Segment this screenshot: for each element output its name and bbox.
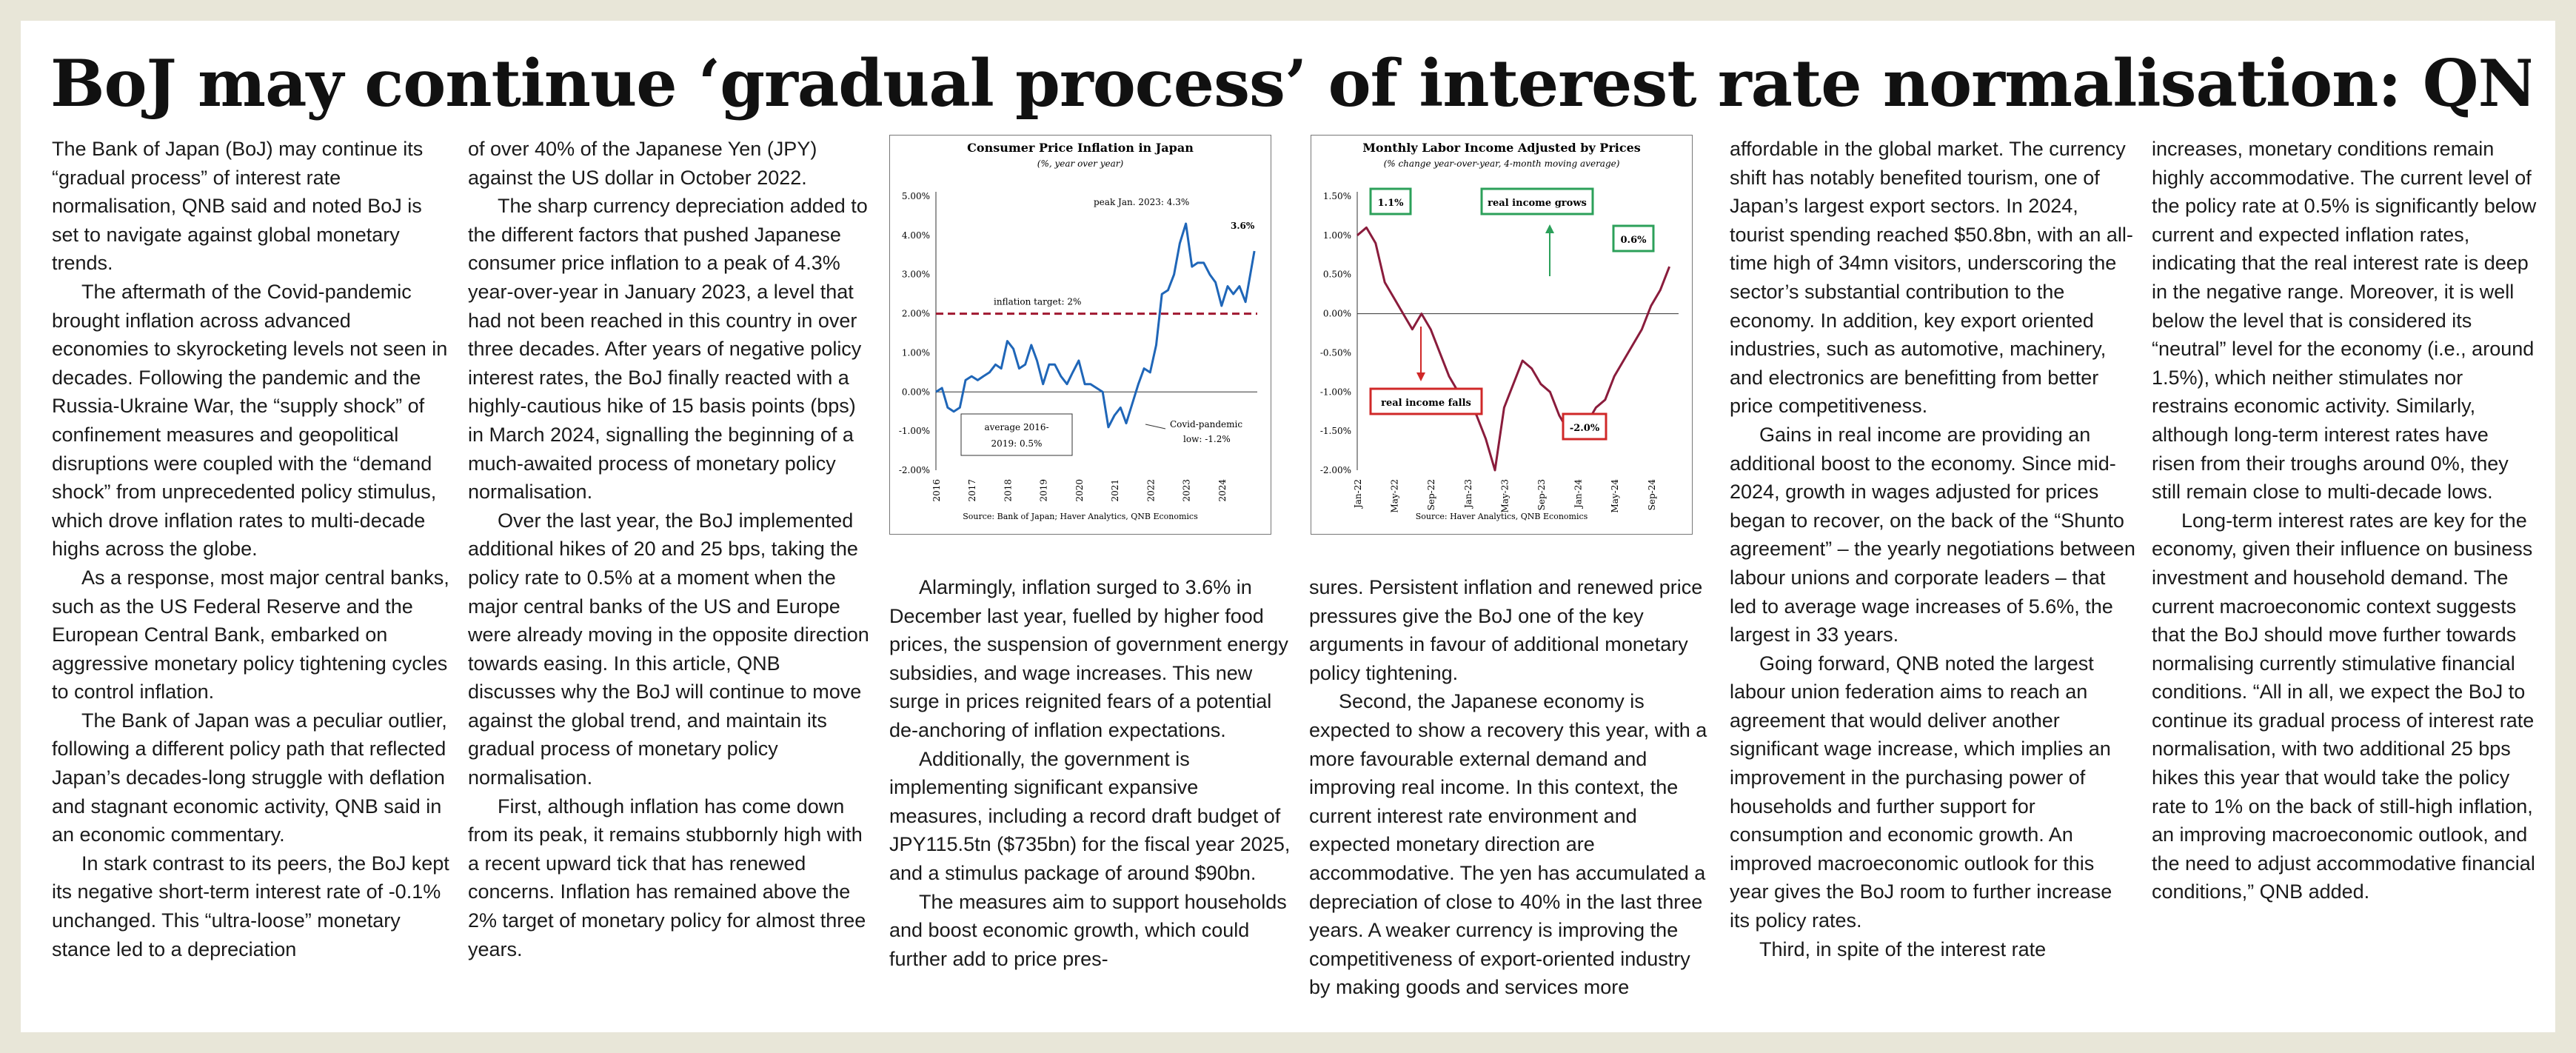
grows-arrow-head: [1545, 224, 1554, 233]
covid-label: Covid-pandemic: [1170, 419, 1242, 429]
series-line: [1356, 226, 1670, 472]
paragraph: sures. Persistent inflation and renewed …: [1309, 576, 1703, 684]
newspaper-page: BoJ may continue ‘gradual process’ of in…: [21, 21, 2555, 1032]
chart-source: Source: Haver Analytics, QNB Economics: [1416, 512, 1588, 521]
x-tick-label: 2021: [1110, 479, 1120, 502]
paragraph: As a response, most major central banks,…: [52, 566, 449, 703]
real-income-falls-label: real income falls: [1381, 398, 1471, 409]
covid-arrow: [1145, 424, 1166, 429]
labor-income-chart: Monthly Labor Income Adjusted by Prices (…: [1311, 135, 1693, 535]
x-tick-label: May-22: [1390, 479, 1400, 513]
paragraph: First, although inflation has come down …: [468, 795, 866, 960]
article-column-1: The Bank of Japan (BoJ) may continue its…: [52, 135, 452, 1016]
paragraph: The sharp currency depreciation added to…: [468, 195, 868, 504]
paragraph: Alarmingly, inflation surged to 3.6% in …: [889, 576, 1288, 741]
start-value-box: [1369, 187, 1412, 215]
x-tick-label: Jan-22: [1353, 479, 1363, 509]
end-value-label: 0.6%: [1621, 235, 1647, 246]
low-value-label: -2.0%: [1570, 423, 1600, 434]
real-income-falls-box: [1369, 387, 1483, 415]
low-value-box: [1562, 412, 1608, 441]
paragraph: The Bank of Japan was a peculiar outlier…: [52, 709, 447, 846]
y-tick-label: 1.00%: [902, 347, 930, 358]
paragraph: In stark contrast to its peers, the BoJ …: [52, 852, 449, 960]
cpi-chart: Consumer Price Inflation in Japan (%, yea…: [889, 135, 1271, 535]
chart-subtitle: (%, year over year): [1037, 158, 1124, 169]
average-box: [960, 413, 1073, 456]
end-value-box: [1612, 224, 1655, 253]
paragraph: Gains in real income are providing an ad…: [1730, 423, 2135, 646]
y-tick-label: 4.00%: [902, 230, 930, 241]
y-tick-label: 3.00%: [902, 270, 930, 280]
y-tick-label: -1.50%: [1320, 426, 1351, 436]
x-tick-label: Sep-23: [1536, 479, 1547, 510]
falls-arrow-head: [1416, 372, 1425, 381]
paragraph: The measures aim to support households a…: [889, 890, 1287, 970]
y-tick-label: -1.00%: [1320, 387, 1351, 397]
y-tick-label: 1.00%: [1323, 230, 1351, 241]
paragraph: Additionally, the government is implemen…: [889, 747, 1291, 884]
x-tick-label: Jan-23: [1463, 479, 1473, 509]
paragraph: of over 40% of the Japanese Yen (JPY) ag…: [468, 138, 817, 189]
x-tick-label: 2020: [1074, 479, 1085, 502]
y-tick-label: -2.00%: [1320, 465, 1351, 475]
article-column-2: of over 40% of the Japanese Yen (JPY) ag…: [468, 135, 872, 1016]
chart-title: Monthly Labor Income Adjusted by Prices: [1362, 141, 1641, 155]
x-tick-label: Jan-24: [1573, 479, 1584, 509]
chart-title: Consumer Price Inflation in Japan: [967, 141, 1194, 155]
x-tick-label: 2018: [1003, 479, 1013, 502]
paragraph: Over the last year, the BoJ implemented …: [468, 509, 869, 789]
paragraph: Going forward, QNB noted the largest lab…: [1730, 652, 2112, 932]
real-income-grows-label: real income grows: [1488, 198, 1587, 209]
article-column-3: Alarmingly, inflation surged to 3.6% in …: [889, 573, 1294, 1017]
paragraph: The Bank of Japan (BoJ) may continue its…: [52, 138, 424, 275]
average-label: average 2016-: [984, 422, 1048, 432]
peak-annotation: peak Jan. 2023: 4.3%: [1094, 197, 1189, 207]
y-tick-label: 0.00%: [1323, 309, 1351, 319]
y-tick-label: -0.50%: [1320, 347, 1351, 358]
paragraph: Second, the Japanese economy is expected…: [1309, 690, 1707, 999]
paragraph: The aftermath of the Covid-pandemic brou…: [52, 280, 448, 561]
y-tick-label: 1.50%: [1323, 191, 1351, 201]
paragraph: Long-term interest rates are key for the…: [2152, 509, 2535, 903]
paragraph: affordable in the global market. The cur…: [1730, 138, 2133, 418]
labor-income-chart-svg: Monthly Labor Income Adjusted by Prices (…: [1320, 141, 1679, 521]
x-tick-label: 2024: [1217, 479, 1228, 502]
y-tick-label: 5.00%: [902, 191, 930, 201]
x-tick-label: May-24: [1610, 479, 1620, 513]
paragraph: Third, in spite of the interest rate: [1759, 937, 2047, 960]
x-tick-label: Sep-24: [1647, 479, 1657, 511]
x-tick-label: 2017: [967, 479, 977, 502]
x-tick-label: 2019: [1039, 479, 1049, 502]
y-tick-label: 0.00%: [902, 387, 930, 397]
y-tick-label: -1.00%: [899, 426, 930, 436]
series-line: [935, 222, 1256, 429]
x-tick-label: 2022: [1145, 479, 1156, 502]
article-column-5: affordable in the global market. The cur…: [1730, 135, 2137, 1016]
covid-label: low: -1.2%: [1183, 434, 1231, 444]
x-tick-label: May-23: [1499, 479, 1510, 513]
headline: BoJ may continue ‘gradual process’ of in…: [50, 45, 2531, 121]
latest-value-label: 3.6%: [1231, 221, 1255, 231]
real-income-grows-box: [1480, 187, 1594, 215]
y-tick-label: 0.50%: [1323, 270, 1351, 280]
x-tick-label: 2016: [931, 479, 942, 502]
cpi-chart-svg: Consumer Price Inflation in Japan (%, yea…: [899, 141, 1257, 521]
y-tick-label: 2.00%: [902, 309, 930, 319]
x-tick-label: Sep-22: [1426, 479, 1436, 510]
paragraph: increases, monetary conditions remain hi…: [2152, 138, 2537, 504]
start-value-label: 1.1%: [1378, 198, 1405, 209]
article-column-6: increases, monetary conditions remain hi…: [2152, 135, 2537, 1016]
inflation-target-label: inflation target: 2%: [994, 297, 1081, 307]
x-tick-label: 2023: [1182, 479, 1192, 502]
y-tick-label: -2.00%: [899, 465, 930, 475]
chart-source: Source: Bank of Japan; Haver Analytics, …: [963, 512, 1198, 521]
average-label: 2019: 0.5%: [991, 438, 1043, 449]
article-column-4: sures. Persistent inflation and renewed …: [1309, 573, 1713, 1017]
chart-subtitle: (% change year-over-year, 4-month moving…: [1384, 158, 1620, 169]
